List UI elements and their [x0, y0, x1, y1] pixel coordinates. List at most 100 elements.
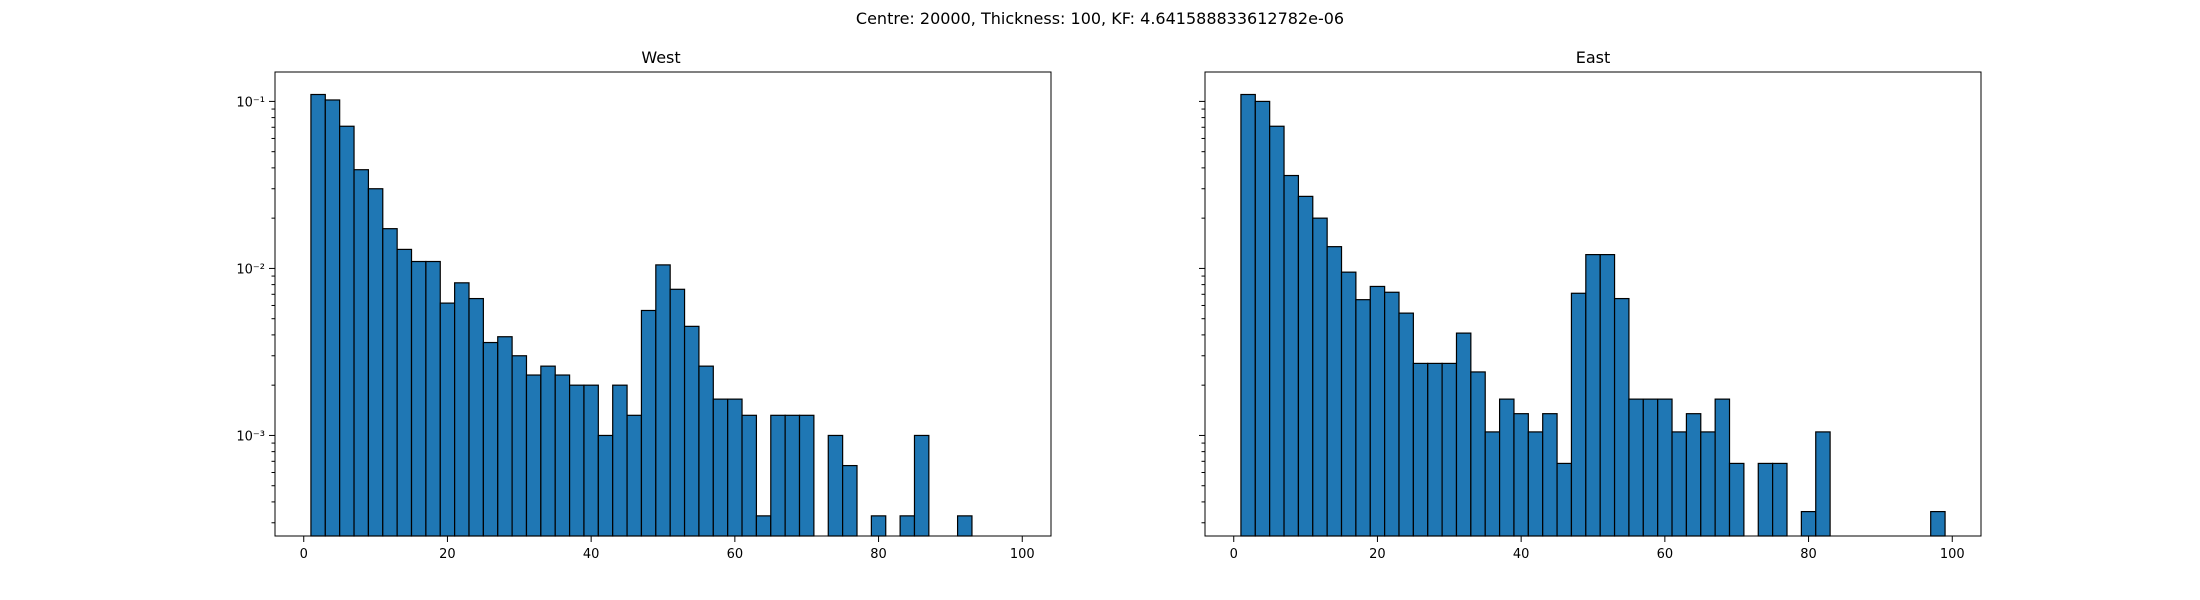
east-ticks: 0 20 40 60 80 100 — [1199, 100, 1965, 562]
west-bar-24 — [655, 264, 671, 537]
east-bar-30 — [1671, 431, 1688, 537]
east-bar-18 — [1498, 398, 1515, 537]
west-panel-title: West — [641, 48, 680, 67]
east-x-tick-label-100: 100 — [1940, 547, 1965, 562]
west-bar-13 — [497, 336, 513, 537]
west-bar-10 — [454, 282, 470, 537]
east-bars — [1240, 93, 1946, 537]
west-bar-15 — [525, 374, 542, 537]
west-bar-33 — [784, 414, 801, 537]
east-bar-23 — [1570, 292, 1587, 537]
east-x-tick-label-0: 0 — [1230, 547, 1238, 562]
east-bar-36 — [1757, 462, 1774, 537]
east-x-tick-label-20: 20 — [1369, 547, 1386, 562]
east-bar-14 — [1441, 362, 1458, 537]
west-bar-14 — [511, 355, 528, 537]
east-bar-9 — [1369, 285, 1386, 537]
west-bar-7 — [410, 260, 427, 537]
east-bar-28 — [1642, 398, 1659, 537]
east-bar-2 — [1269, 125, 1285, 537]
east-bar-4 — [1297, 195, 1314, 537]
east-bar-16 — [1470, 371, 1486, 537]
east-x-tick-label-60: 60 — [1657, 547, 1674, 562]
west-bar-41 — [899, 515, 916, 537]
west-bar-39 — [870, 515, 887, 537]
west-bar-30 — [741, 414, 758, 537]
west-bar-25 — [669, 288, 686, 537]
west-y-tick-label: 10⁻¹ — [236, 95, 265, 110]
west-bar-21 — [612, 384, 628, 537]
west-bar-8 — [425, 260, 441, 537]
east-bar-1 — [1254, 100, 1271, 537]
east-bar-0 — [1240, 93, 1256, 537]
east-bar-22 — [1556, 462, 1573, 537]
west-x-tick-label-20: 20 — [439, 547, 456, 562]
west-bar-45 — [956, 515, 973, 537]
west-bar-34 — [798, 414, 815, 537]
west-bar-9 — [439, 302, 456, 537]
west-bars — [310, 93, 973, 537]
east-axes-frame — [1204, 71, 1982, 537]
east-bar-11 — [1398, 312, 1414, 537]
west-bar-23 — [640, 309, 657, 537]
west-bar-31 — [755, 515, 772, 537]
east-bar-33 — [1714, 398, 1731, 537]
east-bar-10 — [1384, 291, 1400, 537]
east-bar-20 — [1527, 431, 1544, 537]
west-bar-2 — [339, 125, 355, 537]
west-bar-18 — [568, 384, 585, 537]
west-bar-42 — [913, 434, 930, 537]
east-bar-6 — [1326, 246, 1343, 537]
east-bar-32 — [1700, 431, 1716, 537]
east-bar-17 — [1484, 431, 1501, 537]
east-panel-title: East — [1576, 48, 1611, 67]
east-bar-37 — [1772, 462, 1788, 537]
west-x-tick-label-0: 0 — [300, 547, 308, 562]
east-bar-7 — [1340, 271, 1357, 537]
west-bar-20 — [597, 434, 614, 537]
west-ticks: 0 20 40 60 80 100 10⁻³ 10⁻² 10⁻¹ — [236, 95, 1034, 562]
east-bar-25 — [1599, 254, 1616, 537]
west-bar-32 — [770, 414, 786, 537]
east-bar-29 — [1657, 398, 1673, 537]
west-x-tick-label-80: 80 — [870, 547, 887, 562]
figure-suptitle: Centre: 20000, Thickness: 100, KF: 4.641… — [856, 9, 1344, 28]
west-bar-11 — [468, 297, 484, 537]
west-bar-1 — [324, 99, 341, 537]
east-bar-3 — [1283, 174, 1300, 537]
east-bar-21 — [1542, 413, 1558, 537]
west-bar-26 — [683, 325, 700, 537]
east-bar-27 — [1628, 398, 1644, 537]
west-bar-27 — [698, 365, 714, 537]
west-y-tick-label: 10⁻² — [236, 262, 265, 277]
west-x-tick-label-40: 40 — [583, 547, 600, 562]
east-bar-8 — [1355, 299, 1371, 537]
west-bar-22 — [626, 414, 643, 537]
east-bar-5 — [1312, 217, 1328, 537]
east-bar-26 — [1613, 297, 1630, 537]
west-y-tick-label: 10⁻³ — [236, 429, 265, 444]
east-bar-19 — [1513, 413, 1529, 537]
west-x-tick-label-60: 60 — [727, 547, 744, 562]
west-bar-16 — [540, 365, 556, 537]
west-axes-frame — [274, 71, 1052, 537]
west-bar-3 — [353, 169, 370, 537]
east-bar-48 — [1930, 510, 1946, 537]
west-bar-37 — [842, 464, 858, 537]
east-bar-24 — [1585, 254, 1601, 537]
west-x-tick-label-100: 100 — [1010, 547, 1035, 562]
west-bar-19 — [583, 384, 599, 537]
west-bar-28 — [712, 398, 729, 537]
east-x-tick-label-40: 40 — [1513, 547, 1530, 562]
east-panel: East 0 20 40 60 80 100 — [1199, 48, 1982, 562]
east-bar-40 — [1815, 431, 1831, 537]
west-bar-12 — [482, 341, 499, 537]
east-bar-15 — [1455, 332, 1472, 537]
west-bar-5 — [382, 228, 398, 537]
east-bar-34 — [1728, 462, 1745, 537]
west-bar-6 — [396, 248, 413, 537]
west-bar-29 — [727, 398, 743, 537]
east-x-tick-label-80: 80 — [1800, 547, 1817, 562]
east-bar-31 — [1685, 413, 1702, 537]
